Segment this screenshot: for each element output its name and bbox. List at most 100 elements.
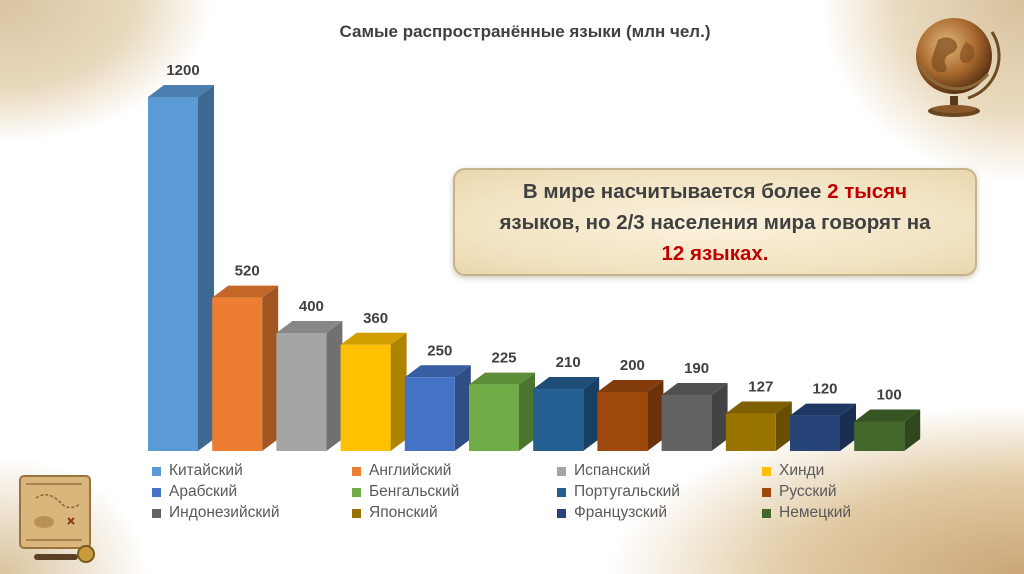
legend-swatch-1 xyxy=(152,466,161,476)
bar-8 xyxy=(597,380,664,451)
chart-legend: Китайский Английский Испанский Хинди Арабски… xyxy=(152,462,912,522)
bar-12 xyxy=(854,409,921,451)
bar-9 xyxy=(661,382,728,451)
bar-1 xyxy=(148,85,214,451)
legend-swatch-5 xyxy=(152,487,161,497)
bar-side-6 xyxy=(519,372,535,451)
bar-front-12 xyxy=(854,421,905,451)
bar-side-4 xyxy=(390,332,407,451)
bar-front-8 xyxy=(597,392,648,451)
legend-item-2: Английский xyxy=(352,462,557,480)
bar-front-6 xyxy=(469,384,519,451)
legend-swatch-2 xyxy=(352,466,361,476)
bar-top-11 xyxy=(790,403,856,416)
bar-3 xyxy=(276,321,343,451)
legend-item-8: Русский xyxy=(762,483,912,501)
legend-item-10: Японский xyxy=(352,504,557,522)
info-line1-text: В мире насчитывается более xyxy=(522,179,828,203)
legend-swatch-10 xyxy=(352,508,361,518)
legend-label-12: Немецкий xyxy=(779,504,852,521)
globe-icon xyxy=(916,18,1001,117)
legend-swatch-12 xyxy=(762,508,771,518)
bar-front-2 xyxy=(212,297,263,451)
bar-top-6 xyxy=(469,372,535,385)
bar-top-8 xyxy=(597,380,664,392)
bar-front-5 xyxy=(404,377,455,451)
bar-top-9 xyxy=(661,382,728,395)
legend-label-2: Английский xyxy=(369,462,452,479)
data-label-5: 250 xyxy=(427,342,452,359)
legend-item-7: Португальский xyxy=(557,483,762,501)
info-text: В мире насчитывается более 2 тысяч языко… xyxy=(499,176,930,269)
bar-front-7 xyxy=(533,389,584,451)
data-label-7: 210 xyxy=(556,354,581,371)
bar-top-12 xyxy=(854,409,921,422)
bar-side-11 xyxy=(840,403,856,451)
data-label-12: 100 xyxy=(877,387,902,404)
bar-front-11 xyxy=(790,415,840,451)
bar-front-1 xyxy=(148,97,198,451)
bar-front-9 xyxy=(661,394,712,451)
data-label-9: 190 xyxy=(684,360,709,377)
bar-side-10 xyxy=(775,401,792,451)
legend-label-10: Японский xyxy=(369,504,438,521)
legend-swatch-8 xyxy=(762,487,771,497)
legend-label-11: Французский xyxy=(574,504,667,521)
legend-swatch-7 xyxy=(557,487,566,497)
legend-item-12: Немецкий xyxy=(762,504,912,522)
treasure-map-icon xyxy=(19,475,95,563)
data-label-3: 400 xyxy=(299,298,324,315)
bar-6 xyxy=(469,372,535,451)
data-label-2: 520 xyxy=(235,263,260,280)
bar-7 xyxy=(533,377,600,451)
data-label-4: 360 xyxy=(363,310,388,327)
bar-top-5 xyxy=(404,365,471,378)
bar-top-1 xyxy=(148,85,214,97)
info-highlight-12-languages: 12 языках. xyxy=(661,241,769,265)
legend-label-7: Португальский xyxy=(574,483,680,500)
info-line2-text: языков, но 2/3 населения мира говорят на xyxy=(499,210,931,234)
legend-swatch-9 xyxy=(152,508,161,518)
legend-label-1: Китайский xyxy=(169,462,243,479)
bars-group xyxy=(148,85,921,451)
bar-side-9 xyxy=(711,382,728,451)
data-label-10: 127 xyxy=(748,379,773,396)
bar-side-1 xyxy=(198,85,214,451)
legend-swatch-4 xyxy=(762,466,771,476)
bar-top-4 xyxy=(340,332,407,345)
info-highlight-languages-count: 2 тысяч xyxy=(827,179,908,203)
legend-label-9: Индонезийский xyxy=(169,504,280,521)
bar-side-3 xyxy=(326,321,343,451)
legend-item-11: Французский xyxy=(557,504,762,522)
legend-item-6: Бенгальский xyxy=(352,483,557,501)
data-labels-group: 1200 520 400 360 250 225 210 200 190 127 120 100 xyxy=(166,62,901,404)
bar-side-2 xyxy=(262,285,279,451)
bar-top-7 xyxy=(533,377,600,390)
legend-item-4: Хинди xyxy=(762,462,912,480)
legend-swatch-3 xyxy=(557,466,566,476)
legend-item-9: Индонезийский xyxy=(152,504,352,522)
data-label-8: 200 xyxy=(620,357,645,374)
legend-label-3: Испанский xyxy=(574,462,651,479)
bar-top-3 xyxy=(276,321,343,333)
bar-side-7 xyxy=(583,377,600,451)
legend-item-3: Испанский xyxy=(557,462,762,480)
data-label-6: 225 xyxy=(491,350,516,367)
legend-label-6: Бенгальский xyxy=(369,483,460,500)
bar-side-12 xyxy=(904,409,921,451)
data-label-1: 1200 xyxy=(166,62,199,79)
bar-10 xyxy=(725,401,792,451)
legend-item-1: Китайский xyxy=(152,462,352,480)
legend-swatch-6 xyxy=(352,487,361,497)
bar-5 xyxy=(404,365,471,451)
legend-label-8: Русский xyxy=(779,483,837,500)
legend-item-5: Арабский xyxy=(152,483,352,501)
bar-front-10 xyxy=(725,413,776,451)
bar-front-4 xyxy=(340,344,391,451)
bar-2 xyxy=(212,285,279,451)
legend-label-5: Арабский xyxy=(169,483,238,500)
legend-swatch-11 xyxy=(557,508,566,518)
bar-front-3 xyxy=(276,333,327,451)
bar-top-10 xyxy=(725,401,792,414)
